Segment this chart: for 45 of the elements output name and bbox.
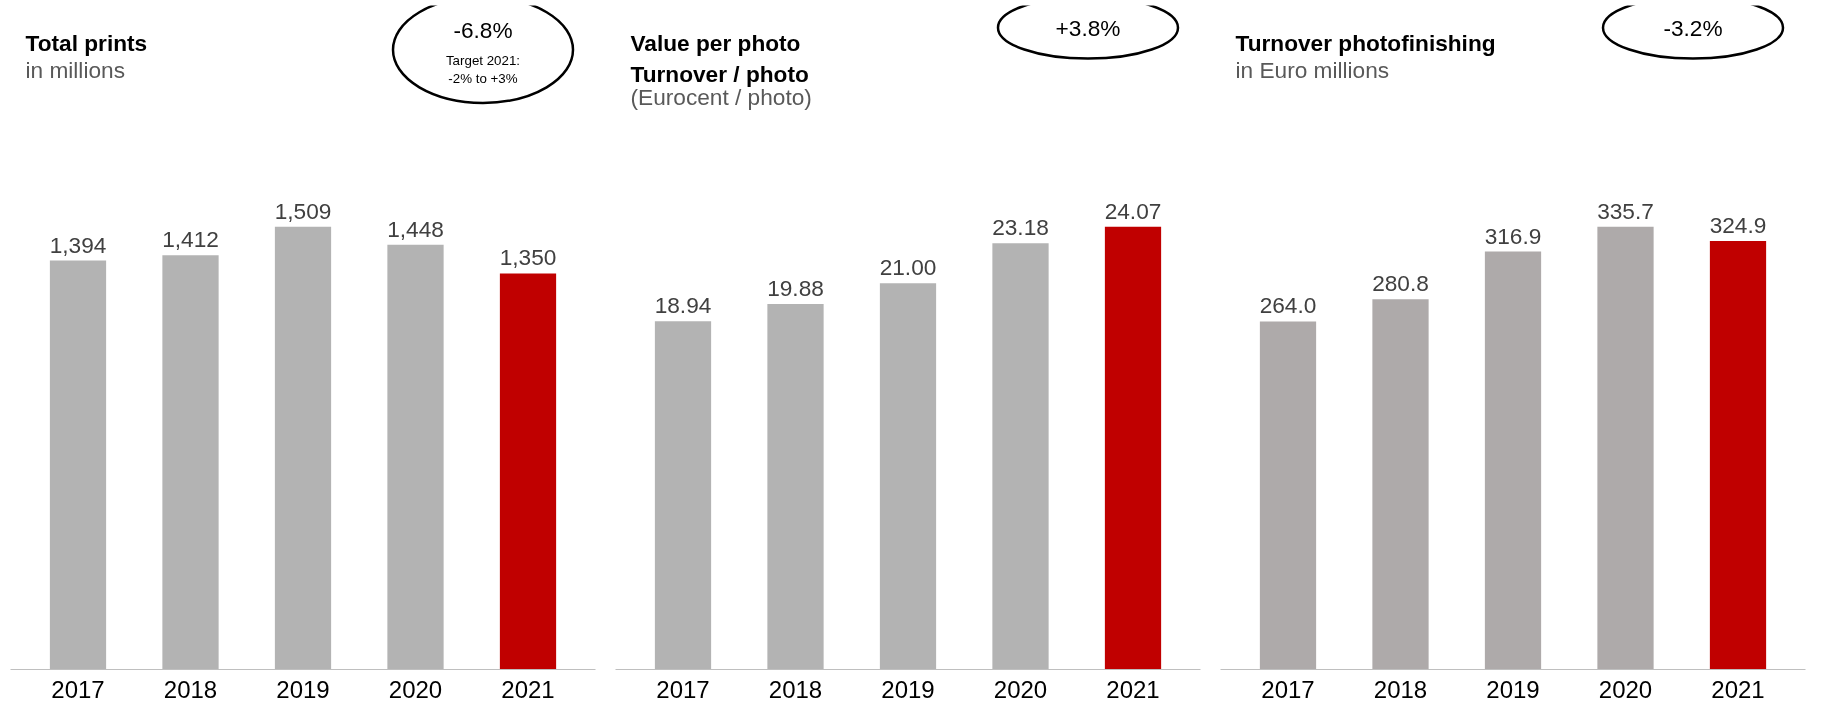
x-tick-label: 2021 [1711, 675, 1765, 703]
data-label: 18.94 [654, 292, 712, 319]
text: Target 2021: -2% to +3% [445, 53, 521, 87]
bar [1372, 299, 1429, 670]
data-label: 264.0 [1259, 292, 1317, 319]
text: -3.2% [1663, 14, 1723, 41]
data-label: 316.9 [1484, 222, 1542, 249]
bar [1484, 251, 1542, 670]
data-label: 1,509 [274, 197, 332, 224]
x-tick-label: 2018 [768, 675, 823, 703]
bar [1709, 241, 1767, 670]
text: +3.8% [1055, 14, 1121, 41]
x-tick-label: 2021 [501, 675, 555, 703]
x-tick-label: 2018 [1373, 675, 1428, 703]
x-tick-label: 2017 [1261, 675, 1315, 703]
x-tick-label: 2019 [276, 675, 330, 703]
text: -6.8% [453, 16, 513, 43]
chart-title: Total prints [25, 29, 148, 56]
data-label: 1,412 [162, 226, 219, 253]
x-tick-label: 2018 [163, 675, 218, 703]
data-label: 21.00 [879, 254, 937, 281]
data-label: 324.9 [1709, 212, 1767, 239]
x-tick-label: 2017 [51, 675, 105, 703]
data-label: 19.88 [767, 274, 824, 301]
data-label: 335.7 [1597, 197, 1654, 224]
chart-title: Turnover photofinishing [1235, 29, 1496, 56]
x-tick-label: 2020 [388, 675, 443, 703]
chart-title: Value per photo Turnover / photo [630, 29, 809, 87]
data-label: 23.18 [992, 214, 1049, 241]
x-tick-label: 2019 [1486, 675, 1540, 703]
data-label: 24.07 [1104, 197, 1162, 224]
chart-subtitle: in Euro millions [1235, 56, 1390, 83]
x-tick-label: 2021 [1106, 675, 1160, 703]
data-label: 1,448 [387, 215, 444, 242]
data-label: 1,350 [499, 244, 557, 271]
x-tick-label: 2020 [1598, 675, 1653, 703]
data-label: 280.8 [1372, 270, 1429, 297]
bar [1104, 226, 1162, 670]
data-label: 1,394 [49, 231, 107, 258]
x-tick-label: 2020 [993, 675, 1048, 703]
bar [1597, 226, 1654, 670]
bar [1259, 321, 1317, 670]
chart-subtitle: in millions [25, 56, 125, 83]
x-tick-label: 2017 [656, 675, 710, 703]
x-tick-label: 2019 [881, 675, 935, 703]
